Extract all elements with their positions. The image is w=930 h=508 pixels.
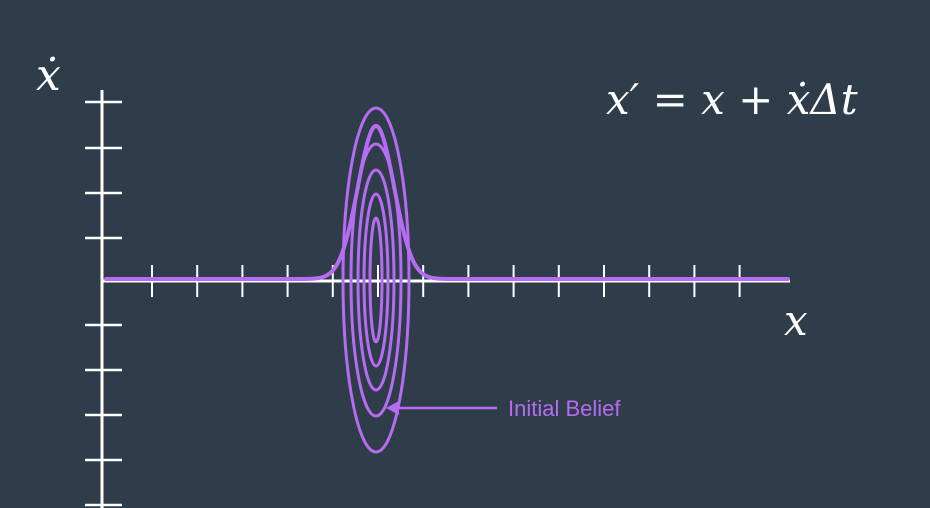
y-axis-ticks — [85, 100, 122, 507]
initial-belief-annotation: Initial Belief — [386, 396, 621, 421]
covariance-ellipse-2 — [356, 168, 396, 392]
covariance-ellipse-3 — [362, 192, 390, 368]
axes — [85, 90, 790, 508]
covariance-ellipses — [341, 106, 411, 454]
y-axis-label: ẋ — [36, 50, 61, 101]
state-transition-equation: x′ = x + ẋΔt — [606, 75, 858, 124]
annotation-arrowhead-icon — [386, 401, 399, 415]
covariance-ellipse-1 — [349, 142, 403, 418]
annotation-label: Initial Belief — [508, 396, 621, 421]
marginal-gaussian-curve — [104, 124, 790, 281]
x-axis-label: x — [784, 296, 808, 345]
initial-belief-distribution — [104, 106, 790, 454]
covariance-ellipse-4 — [368, 216, 384, 344]
covariance-ellipse-0 — [341, 106, 411, 454]
